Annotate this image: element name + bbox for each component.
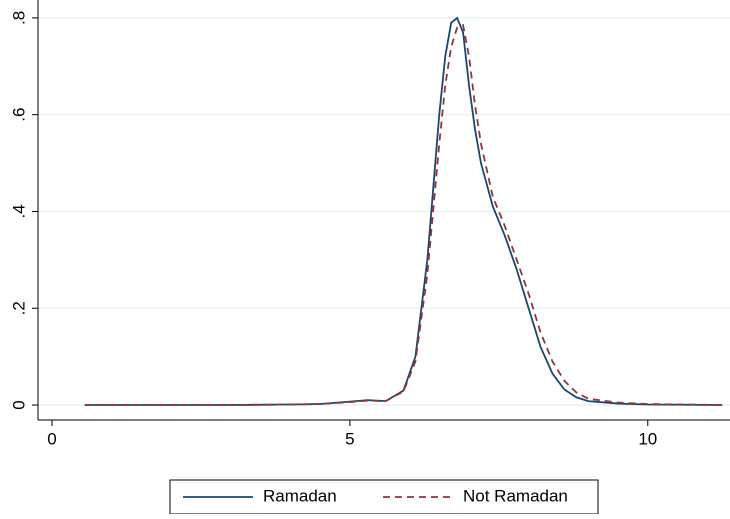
series-line xyxy=(84,23,723,406)
y-tick-label: .4 xyxy=(9,204,28,218)
y-tick-label: .2 xyxy=(9,301,28,315)
y-tick-label: .6 xyxy=(9,108,28,122)
y-tick-label: .8 xyxy=(9,11,28,25)
x-tick-label: 5 xyxy=(345,429,354,448)
legend-label: Not Ramadan xyxy=(463,486,568,505)
y-tick-label: 0 xyxy=(9,400,28,409)
x-tick-label: 0 xyxy=(47,429,56,448)
x-tick-label: 10 xyxy=(638,429,657,448)
legend-label: Ramadan xyxy=(263,486,337,505)
